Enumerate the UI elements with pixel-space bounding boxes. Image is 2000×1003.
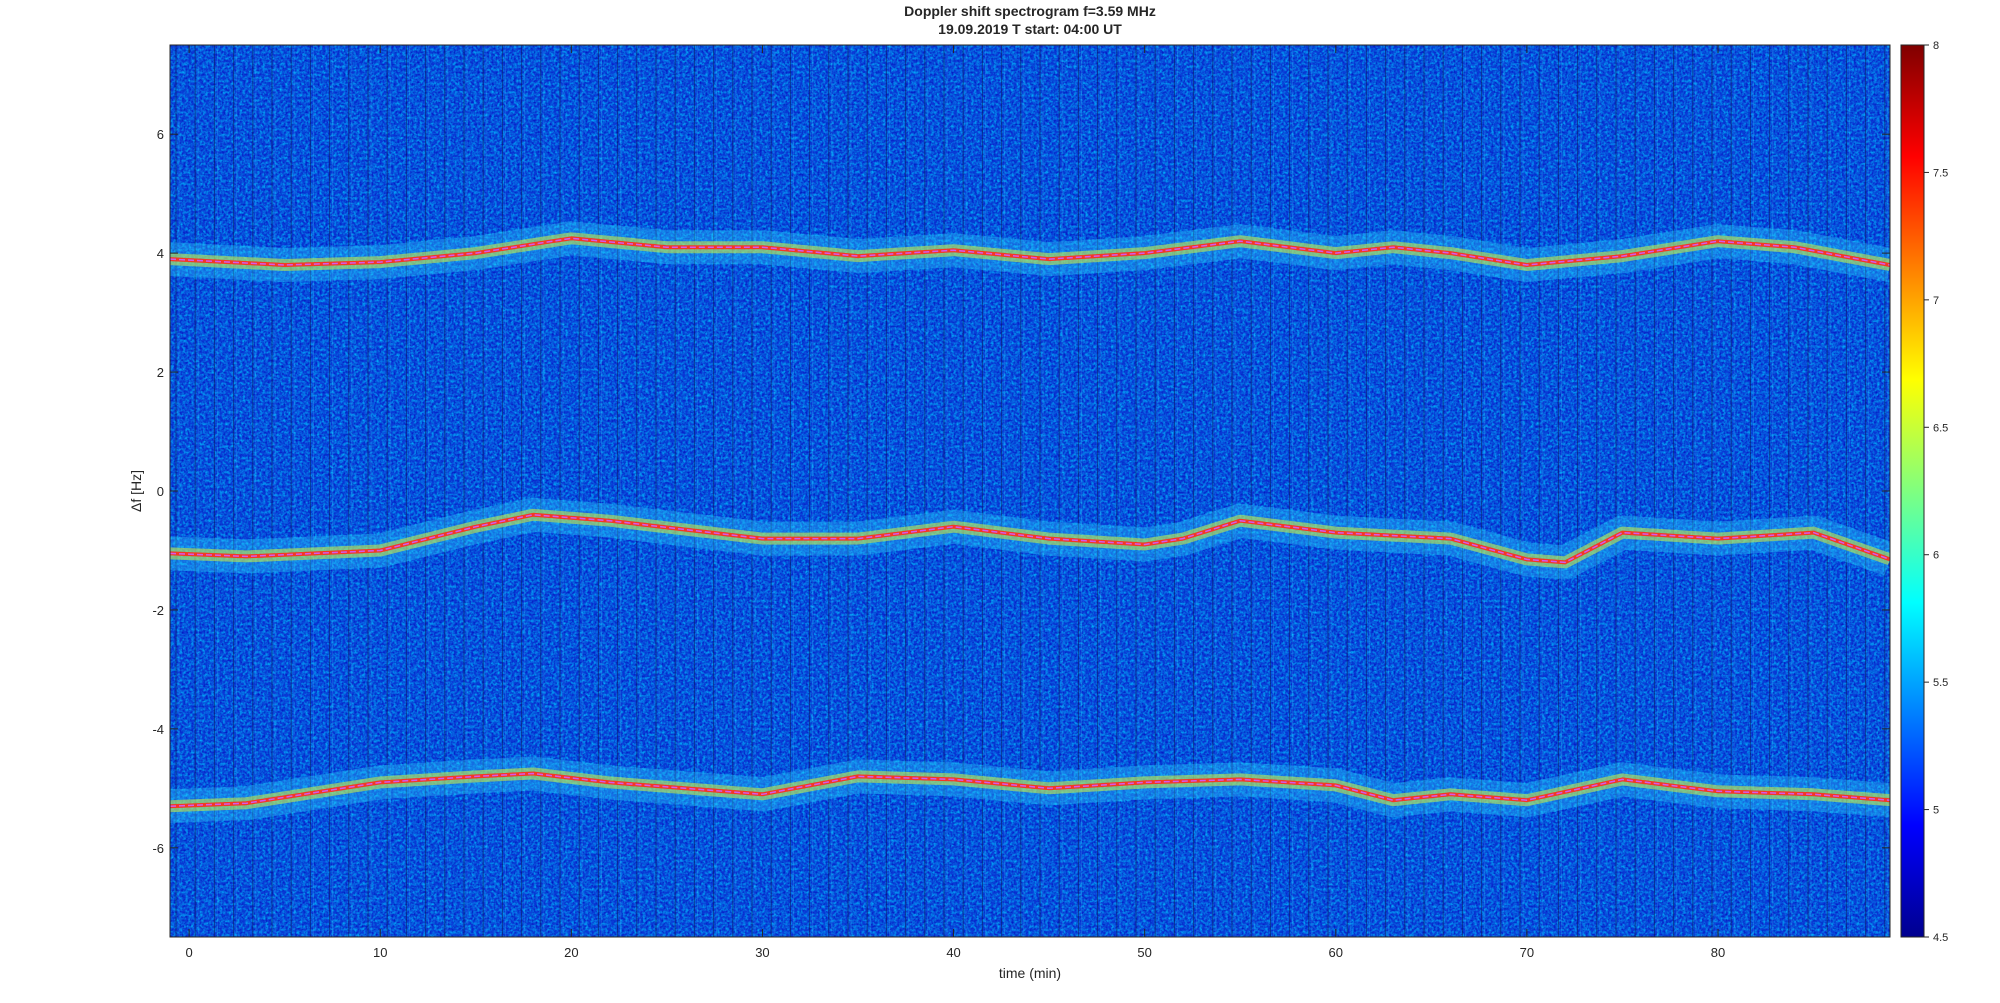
time-stripes [175, 45, 1889, 937]
x-tick-label: 70 [1520, 945, 1534, 960]
colorbar-tick-label: 4.5 [1933, 932, 1948, 944]
chart-subtitle: 19.09.2019 T start: 04:00 UT [938, 21, 1122, 37]
y-tick-label: 6 [157, 127, 164, 142]
colorbar-tick-label: 6 [1933, 550, 1939, 562]
x-tick-label: 40 [946, 945, 960, 960]
chart-title-block: Doppler shift spectrogram f=3.59 MHz 19.… [170, 2, 1890, 38]
y-tick-label: -4 [152, 722, 164, 737]
y-tick-label: 4 [157, 246, 164, 261]
colorbar-tick-label: 5 [1933, 805, 1939, 817]
colorbar-tick-label: 8 [1933, 40, 1939, 52]
x-tick-label: 10 [373, 945, 387, 960]
x-axis-label: time (min) [999, 965, 1061, 981]
y-tick-label: -2 [152, 603, 164, 618]
colorbar-gradient [1900, 44, 1925, 938]
colorbar-ticks: 4.5 5 5.5 6 6.5 7 7.5 8 [1924, 40, 1948, 944]
trace-fit [170, 772, 1890, 807]
trace-fit [170, 514, 1890, 564]
y-tick-label: -6 [152, 841, 164, 856]
y-axis-label: Δf [Hz] [128, 470, 144, 512]
plot-area [169, 44, 1891, 938]
x-tick-label: 80 [1711, 945, 1725, 960]
chart-title: Doppler shift spectrogram f=3.59 MHz [904, 3, 1156, 19]
x-axis: 0 10 20 30 40 50 60 70 80 [185, 45, 1725, 960]
x-tick-label: 60 [1329, 945, 1343, 960]
colorbar-tick-label: 6.5 [1933, 422, 1948, 434]
x-tick-label: 20 [564, 945, 578, 960]
x-tick-label: 0 [185, 945, 192, 960]
colorbar-tick-label: 7 [1933, 295, 1939, 307]
colorbar: 4.5 5 5.5 6 6.5 7 7.5 8 [1900, 40, 1948, 944]
colorbar-tick-label: 5.5 [1933, 677, 1948, 689]
doppler-traces [170, 221, 1890, 824]
y-axis: -6 -4 -2 0 2 4 6 [152, 127, 1890, 856]
y-tick-label: 2 [157, 365, 164, 380]
colorbar-tick-label: 7.5 [1933, 167, 1948, 179]
x-tick-label: 30 [755, 945, 769, 960]
trace-fit [170, 237, 1890, 266]
x-tick-label: 50 [1137, 945, 1151, 960]
y-tick-label: 0 [157, 484, 164, 499]
